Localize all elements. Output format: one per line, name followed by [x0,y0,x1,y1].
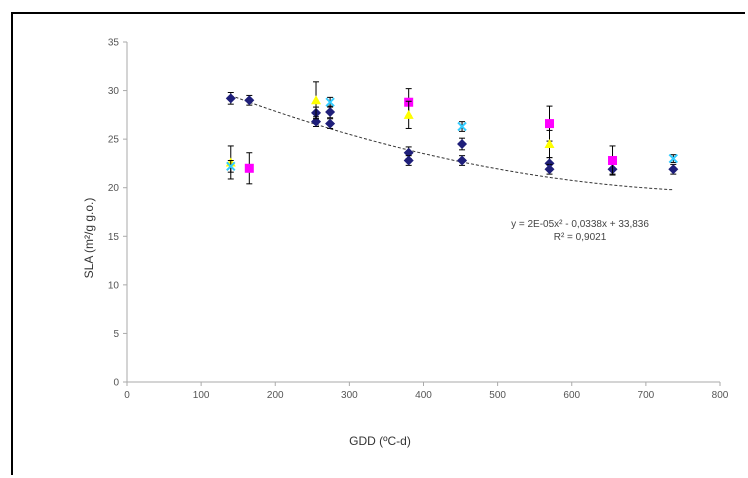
trendline [230,95,673,191]
x-tick-label: 500 [489,390,506,401]
point-x [668,153,679,164]
point-diamond [544,164,555,175]
trendline-r2: R² = 0,9021 [554,232,607,243]
point-x [457,121,467,132]
point-x [226,161,236,172]
y-tick-label: 10 [108,280,120,291]
y-tick-label: 5 [113,329,119,340]
point-triangle [403,109,414,119]
point-diamond [244,95,255,106]
y-tick-label: 25 [108,135,120,146]
y-tick-label: 20 [108,183,120,194]
point-diamond [457,139,468,149]
y-tick-label: 15 [108,232,120,243]
x-tick-label: 300 [341,390,358,401]
x-tick-label: 200 [267,390,284,401]
point-diamond [544,158,555,169]
y-tick-label: 0 [113,378,119,389]
x-tick-label: 700 [638,390,655,401]
point-square [244,163,254,173]
point-diamond [457,155,468,166]
x-tick-label: 0 [124,390,130,401]
trendline-group [230,95,673,191]
x-tick-label: 400 [415,390,432,401]
x-axis-title: GDD (ºC-d) [349,434,411,448]
axes: 0 5 10 15 20 25 30 35 0 100 200 300 400 500 600 700 800 [108,38,729,402]
x-tick-label: 100 [193,390,210,401]
data-points [225,81,679,185]
point-square [608,156,618,166]
point-triangle [311,95,322,105]
trendline-equation: y = 2E-05x² - 0,0338x + 33,836 [511,219,649,230]
point-x [325,97,335,107]
point-diamond [325,106,336,117]
x-tick-label: 800 [712,390,729,401]
point-diamond [325,118,336,129]
point-triangle [544,139,555,148]
chart-frame [11,12,745,475]
y-tick-label: 30 [108,86,120,97]
y-tick-label: 35 [108,38,120,49]
point-diamond [668,164,679,175]
point-diamond [403,155,414,166]
x-tick-label: 600 [563,390,580,401]
point-diamond [225,93,236,104]
y-axis-title: SLA (m²/g g.o.) [82,198,96,279]
point-square [545,119,555,129]
